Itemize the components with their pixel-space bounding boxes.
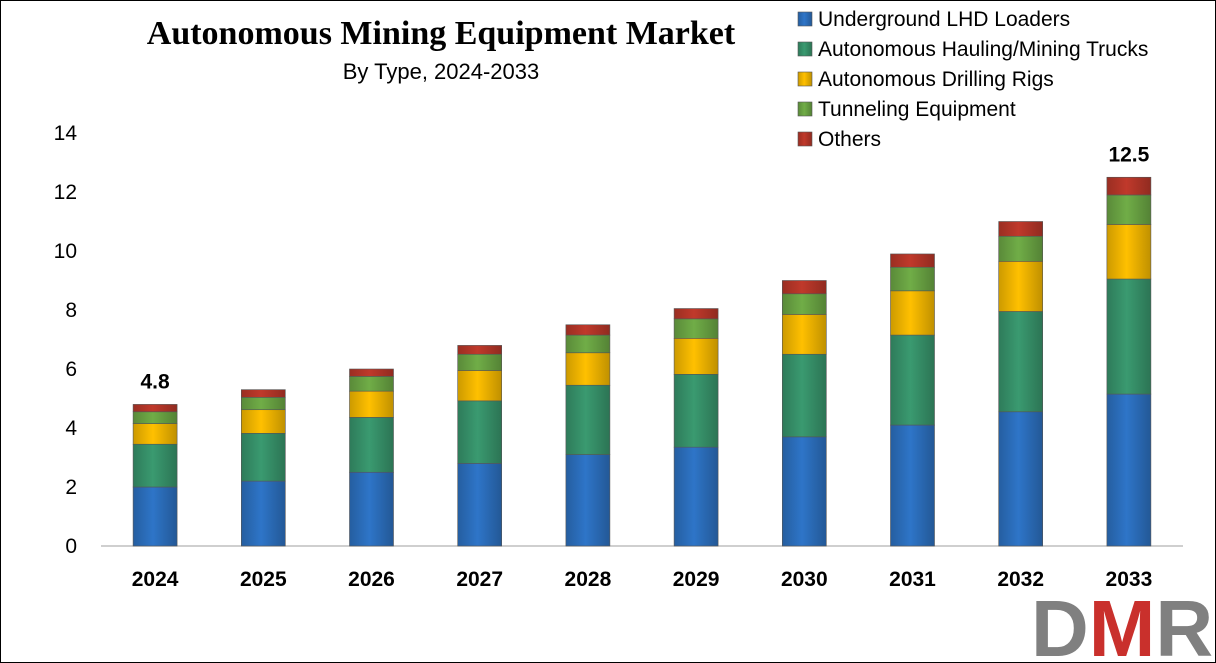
bar-segment [1106, 393, 1152, 547]
bar-segment [890, 334, 935, 426]
x-tick-label: 2025 [240, 568, 287, 591]
bar-segment [1106, 224, 1152, 280]
legend-label: Underground LHD Loaders [818, 8, 1070, 31]
bar-segment [998, 261, 1044, 312]
x-tick-label: 2027 [456, 568, 503, 591]
bar-segment [781, 353, 827, 438]
bars [132, 176, 1152, 547]
y-tick-label: 4 [65, 417, 77, 440]
bar-segment [1106, 194, 1152, 225]
x-tick-label: 2026 [348, 568, 395, 591]
bar-segment [781, 280, 827, 295]
bar-segment [132, 486, 178, 547]
logo-letter-d: D [1031, 584, 1089, 662]
bar-segment [565, 324, 611, 336]
bar-segment [132, 443, 178, 488]
bar-segment [1106, 176, 1152, 196]
bar-segment [457, 400, 503, 464]
x-tick-label: 2024 [132, 568, 179, 591]
bar-segment [673, 318, 719, 339]
bar-segment [673, 446, 719, 547]
bar-segment [457, 370, 503, 402]
logo-letter-m: M [1089, 584, 1156, 662]
bar-segment [132, 423, 178, 445]
bar-segment [241, 409, 286, 434]
x-tick-label: 2028 [565, 568, 612, 591]
x-axis: 2024 2025 2026 2027 2028 2029 2030 2031 2032 2033 [101, 545, 1183, 591]
x-tick-label: 2032 [997, 568, 1044, 591]
y-tick-label: 14 [54, 122, 78, 145]
bar-segment [890, 266, 935, 292]
bar-segment [673, 338, 719, 375]
legend-label: Tunneling Equipment [818, 98, 1016, 121]
bar-segment [349, 471, 394, 547]
legend-swatch [797, 41, 813, 57]
bar-segment [457, 353, 503, 371]
bar-segment [132, 404, 178, 413]
bar-segment [565, 334, 611, 354]
dmr-logo: DMR [1031, 584, 1213, 662]
bar-segment [890, 424, 935, 547]
bar-segment [781, 293, 827, 315]
bar-segment [241, 433, 286, 482]
data-label: 12.5 [1108, 143, 1149, 166]
svg-text:DMR: DMR [1031, 584, 1213, 662]
x-tick-label: 2033 [1106, 568, 1153, 591]
bar-segment [1106, 278, 1152, 395]
x-tick-label: 2031 [889, 568, 936, 591]
y-tick-label: 8 [65, 299, 77, 322]
bar-segment [241, 480, 286, 547]
bar-segment [998, 235, 1044, 262]
bar-segment [349, 417, 394, 473]
data-labels: 4.8 12.5 [140, 143, 1149, 393]
bar-segment [998, 311, 1044, 413]
bar-segment [565, 352, 611, 386]
x-tick-label: 2029 [673, 568, 720, 591]
bar-segment [890, 290, 935, 336]
logo-letter-r: R [1155, 584, 1213, 662]
y-tick-label: 2 [65, 476, 77, 499]
y-tick-label: 10 [54, 240, 77, 263]
bar-segment [349, 390, 394, 418]
y-tick-label: 6 [65, 358, 77, 381]
legend-swatch [797, 11, 813, 27]
bar-segment [998, 221, 1044, 237]
legend-swatch [797, 131, 813, 147]
bar-segment [457, 463, 503, 547]
legend-label: Autonomous Hauling/Mining Trucks [818, 38, 1148, 61]
bar-segment [565, 454, 611, 547]
legend-label: Autonomous Drilling Rigs [818, 68, 1054, 91]
bar-segment [349, 368, 394, 377]
bar-segment [349, 376, 394, 392]
y-axis: 0 2 4 6 8 10 12 14 [54, 122, 78, 558]
bar-segment [673, 308, 719, 320]
legend: Underground LHD Loaders Autonomous Haulin… [797, 8, 1148, 151]
bar-segment [565, 384, 611, 455]
bar-segment [890, 253, 935, 268]
bar-segment [132, 411, 178, 424]
bar-segment [673, 374, 719, 448]
legend-label: Others [818, 128, 881, 151]
bar-segment [998, 411, 1044, 547]
y-tick-label: 12 [54, 181, 77, 204]
x-tick-label: 2030 [781, 568, 828, 591]
data-label: 4.8 [140, 370, 170, 393]
chart-subtitle: By Type, 2024-2033 [343, 59, 540, 84]
legend-swatch [797, 71, 813, 87]
y-tick-label: 0 [65, 535, 77, 558]
bar-segment [457, 345, 503, 355]
bar-segment [781, 314, 827, 355]
bar-segment [781, 436, 827, 547]
bar-segment [241, 397, 286, 411]
chart-title: Autonomous Mining Equipment Market [147, 15, 736, 52]
bar-segment [241, 389, 286, 398]
legend-swatch [797, 101, 813, 117]
